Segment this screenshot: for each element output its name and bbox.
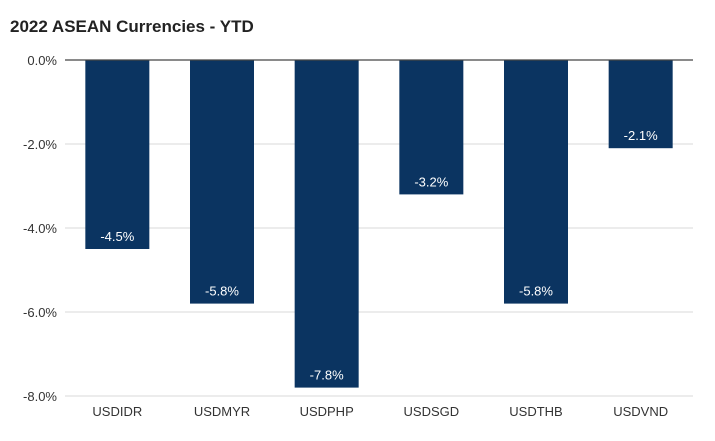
data-label: -7.8% bbox=[310, 368, 344, 383]
bar-usdphp bbox=[294, 60, 359, 388]
y-tick-label: 0.0% bbox=[27, 53, 57, 68]
y-tick-label: -4.0% bbox=[23, 221, 57, 236]
data-label: -5.8% bbox=[205, 284, 239, 299]
y-tick-label: -2.0% bbox=[23, 137, 57, 152]
x-tick-label: USDMYR bbox=[194, 404, 250, 419]
x-tick-label: USDSGD bbox=[404, 404, 460, 419]
bar-data-labels: -4.5% -5.8% -7.8% -3.2% -5.8% -2.1% bbox=[100, 128, 658, 382]
y-tick-label: -6.0% bbox=[23, 305, 57, 320]
bars bbox=[85, 60, 673, 388]
bar-usdmyr bbox=[190, 60, 254, 304]
data-label: -2.1% bbox=[624, 128, 658, 143]
y-axis-ticks: 0.0% -2.0% -4.0% -6.0% -8.0% bbox=[23, 53, 57, 404]
data-label: -5.8% bbox=[519, 284, 553, 299]
bar-usdidr bbox=[85, 60, 150, 249]
bar-usdvnd bbox=[608, 60, 673, 149]
x-tick-label: USDTHB bbox=[509, 404, 562, 419]
bar-usdthb bbox=[504, 60, 568, 304]
data-label: -3.2% bbox=[414, 174, 448, 189]
gridlines bbox=[65, 143, 693, 397]
chart-title: 2022 ASEAN Currencies - YTD bbox=[10, 17, 254, 36]
bar-usdsgd bbox=[399, 60, 464, 195]
x-tick-label: USDPHP bbox=[300, 404, 354, 419]
y-tick-label: -8.0% bbox=[23, 389, 57, 404]
x-axis-ticks: USDIDR USDMYR USDPHP USDSGD USDTHB USDVND bbox=[92, 404, 668, 419]
x-tick-label: USDIDR bbox=[92, 404, 142, 419]
data-label: -4.5% bbox=[100, 229, 134, 244]
x-tick-label: USDVND bbox=[613, 404, 668, 419]
